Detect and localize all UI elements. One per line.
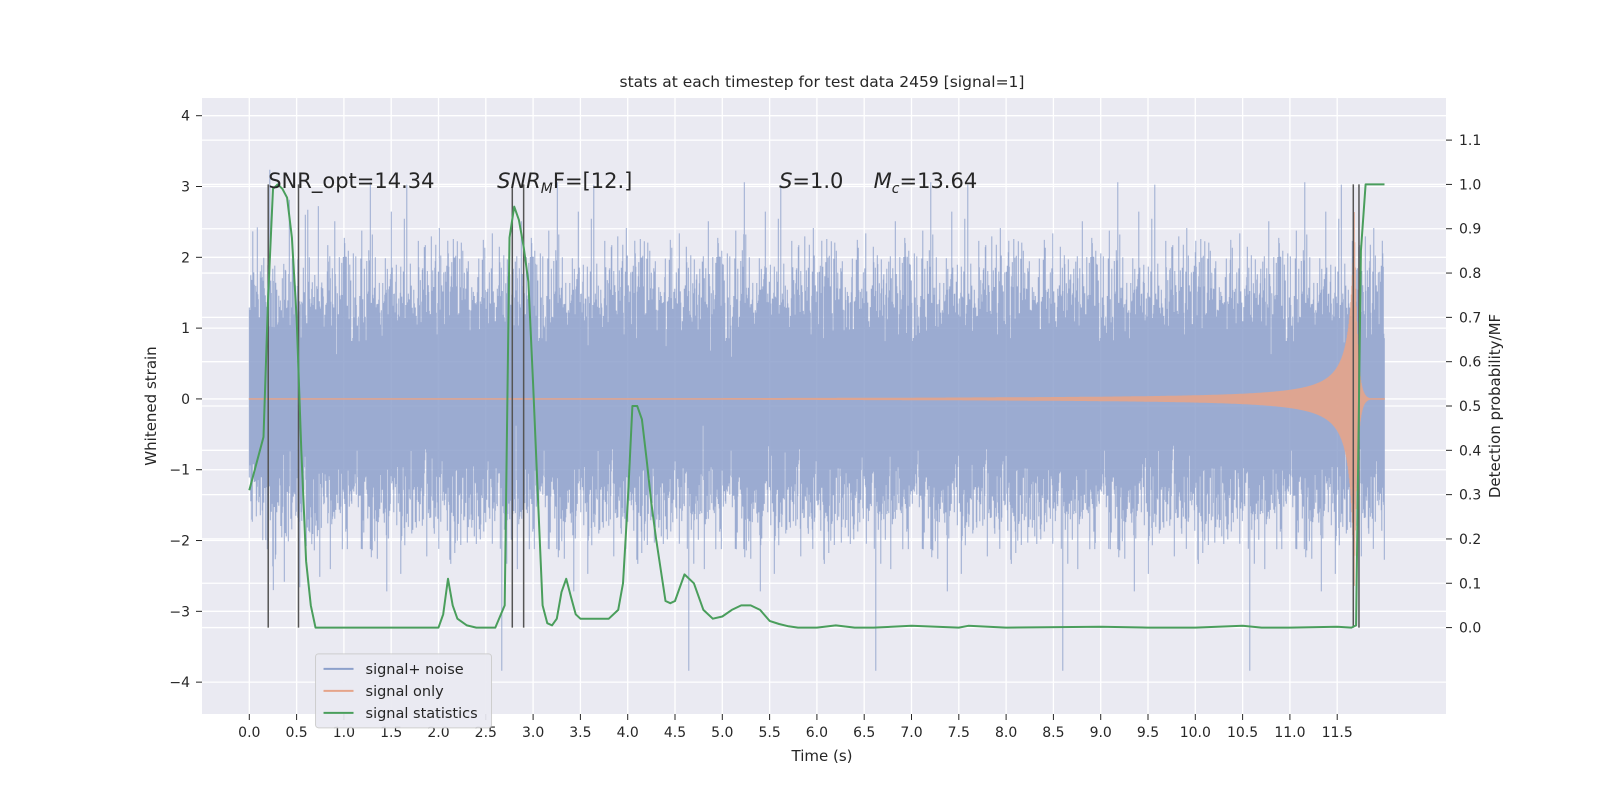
y2-tick-label-11: 1.1 (1459, 133, 1481, 149)
x-tick-label-21: 10.5 (1227, 725, 1258, 741)
x-tick-label-3: 1.5 (380, 725, 402, 741)
y2-tick-label-1: 0.1 (1459, 576, 1481, 592)
chart-title: stats at each timestep for test data 245… (620, 73, 1025, 91)
y-tick-label-5: 1 (181, 321, 190, 337)
x-tick-label-23: 11.5 (1322, 725, 1353, 741)
y2-tick-label-8: 0.8 (1459, 266, 1481, 282)
y2-tick-label-7: 0.7 (1459, 310, 1481, 326)
y-axis-label: Whitened strain (142, 346, 160, 465)
y2-axis-label: Detection probability/MF (1486, 314, 1504, 498)
annotation-2: S=1.0 (779, 169, 843, 193)
annotation-1-subscript: M (541, 181, 553, 197)
annotation-1-value: F=[12.] (553, 169, 632, 193)
x-tick-label-4: 2.0 (427, 725, 449, 741)
x-tick-label-11: 5.5 (758, 725, 780, 741)
y-tick-label-3: −1 (169, 463, 190, 479)
annotation-1-symbol: SNR (497, 169, 541, 193)
x-axis-label: Time (s) (791, 747, 853, 765)
legend: signal+ noise signal only signal statistic… (315, 653, 493, 729)
x-tick-label-7: 3.5 (569, 725, 591, 741)
x-tick-label-22: 11.0 (1274, 725, 1305, 741)
annotation-0: SNR_opt=14.34 (268, 169, 434, 194)
x-tick-label-2: 1.0 (333, 725, 355, 741)
x-tick-label-12: 6.0 (806, 725, 828, 741)
x-tick-label-15: 7.5 (948, 725, 970, 741)
x-tick-label-13: 6.5 (853, 725, 875, 741)
y2-tick-label-4: 0.4 (1459, 443, 1481, 459)
x-tick-label-14: 7.0 (900, 725, 922, 741)
annotation-2-value: =1.0 (792, 169, 843, 193)
x-tick-label-10: 5.0 (711, 725, 733, 741)
y2-tick-label-9: 0.9 (1459, 222, 1481, 238)
series-signal-statistics (248, 183, 1385, 629)
y2-tick-label-0: 0.0 (1459, 621, 1481, 637)
legend-label-1: signal only (366, 684, 445, 700)
annotation-3-symbol: M (874, 169, 892, 193)
x-tick-label-1: 0.5 (285, 725, 307, 741)
series-signal-only (248, 212, 1385, 586)
y2-tick-label-10: 1.0 (1459, 177, 1481, 193)
y-tick-label-7: 3 (181, 180, 190, 196)
y2-tick-label-2: 0.2 (1459, 532, 1481, 548)
data-layer (248, 169, 1385, 671)
legend-label-0: signal+ noise (366, 662, 464, 678)
x-tick-label-19: 9.5 (1137, 725, 1159, 741)
annotation-3-value: =13.64 (899, 169, 977, 193)
y-tick-label-0: −4 (169, 675, 190, 691)
y-tick-label-8: 4 (181, 109, 190, 125)
x-tick-label-18: 9.0 (1090, 725, 1112, 741)
x-tick-label-20: 10.0 (1180, 725, 1211, 741)
y2-tick-label-6: 0.6 (1459, 355, 1481, 371)
x-tick-label-5: 2.5 (475, 725, 497, 741)
legend-box (315, 653, 493, 729)
axes: 0.0 0.5 1.0 1.5 2.0 2.5 3.0 3.5 4.0 4.5 5.0 5.5 6.0 6… (169, 109, 1481, 741)
x-tick-label-0: 0.0 (238, 725, 260, 741)
x-tick-label-9: 4.5 (664, 725, 686, 741)
x-tick-label-17: 8.5 (1042, 725, 1064, 741)
y-tick-label-6: 2 (181, 250, 190, 266)
y-tick-label-4: 0 (181, 392, 190, 408)
legend-label-2: signal statistics (366, 706, 478, 722)
y-tick-label-2: −2 (169, 534, 190, 550)
y-tick-label-1: −3 (169, 604, 190, 620)
annotation-3: Mc=13.64 (874, 169, 978, 197)
x-tick-label-6: 3.0 (522, 725, 544, 741)
annotations: SNR_opt=14.34 SNRMF=[12.] S=1.0 Mc=13.64 (268, 169, 977, 197)
y2-tick-label-3: 0.3 (1459, 488, 1481, 504)
x-tick-label-16: 8.0 (995, 725, 1017, 741)
annotation-2-symbol: S (779, 169, 792, 193)
annotation-1: SNRMF=[12.] (497, 169, 632, 197)
y2-tick-label-5: 0.5 (1459, 399, 1481, 415)
annotation-3-subscript: c (892, 181, 900, 197)
x-tick-label-8: 4.0 (617, 725, 639, 741)
